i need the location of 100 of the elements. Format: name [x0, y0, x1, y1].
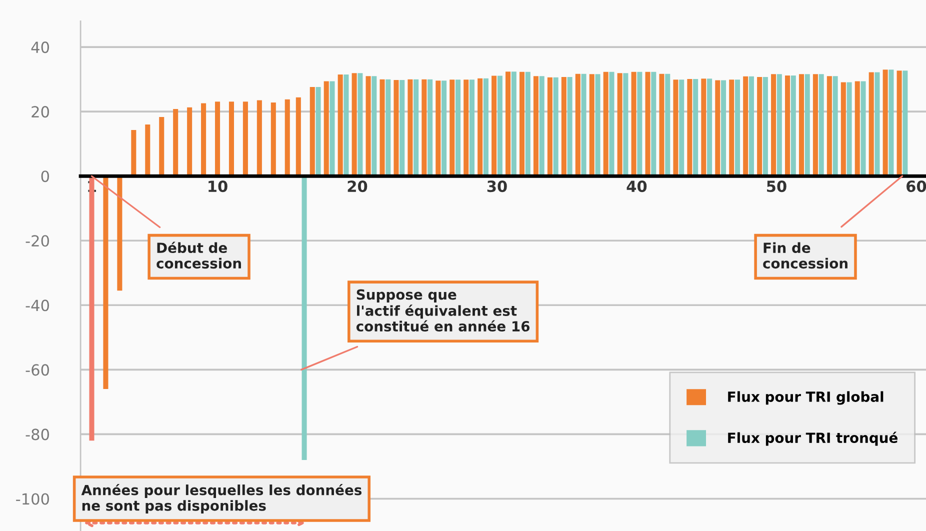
- bar: [450, 80, 455, 176]
- bar: [707, 78, 712, 176]
- bar: [380, 79, 385, 176]
- bar: [338, 74, 343, 176]
- x-tick-label: 40: [626, 180, 647, 192]
- bar: [743, 76, 748, 176]
- bar: [659, 74, 664, 176]
- bar: [888, 70, 894, 176]
- bar: [394, 80, 399, 176]
- bar: [386, 79, 391, 176]
- x-tick-label: 20: [348, 180, 368, 192]
- bar: [595, 74, 600, 176]
- bar: [497, 76, 502, 176]
- bar: [567, 77, 572, 176]
- annotation: Années pour lesquelles les données ne sont pas disponibles: [81, 484, 362, 514]
- bar: [414, 79, 419, 176]
- bar: [492, 76, 497, 176]
- bar: [812, 74, 818, 176]
- bar: [603, 72, 608, 176]
- bar: [310, 87, 315, 176]
- bar: [804, 74, 810, 176]
- bar: [854, 81, 860, 176]
- bar: [748, 76, 754, 176]
- bar: [798, 74, 804, 176]
- bar: [902, 70, 908, 176]
- bar: [400, 80, 405, 176]
- bar: [631, 72, 636, 176]
- bar: [757, 77, 762, 176]
- bar: [519, 72, 525, 176]
- bar: [324, 81, 329, 176]
- bar: [478, 78, 483, 176]
- bar: [734, 80, 740, 176]
- bar: [617, 73, 622, 176]
- bar: [840, 82, 846, 176]
- bar: [408, 79, 413, 176]
- bar: [483, 78, 488, 176]
- bar: [469, 80, 474, 176]
- bar: [533, 76, 538, 176]
- bar: [693, 78, 698, 176]
- y-tick-label: 20: [32, 106, 49, 118]
- bar: [296, 97, 301, 176]
- bar: [358, 73, 363, 176]
- bar: [302, 176, 307, 460]
- bar: [679, 80, 684, 176]
- bar: [553, 77, 558, 176]
- bar: [344, 74, 349, 176]
- bar: [637, 72, 642, 176]
- x-tick-label: 30: [487, 180, 507, 192]
- bar: [561, 77, 566, 176]
- bar: [372, 76, 377, 176]
- bar: [701, 78, 706, 176]
- y-tick-label: -80: [26, 428, 49, 440]
- bar: [316, 87, 321, 176]
- bar: [651, 72, 656, 176]
- bar: [428, 79, 433, 176]
- x-tick-label: 50: [767, 180, 786, 192]
- bar: [436, 80, 441, 176]
- y-tick-label: -100: [16, 493, 49, 505]
- bar: [442, 80, 447, 176]
- bar: [352, 73, 357, 176]
- bar: [609, 72, 614, 176]
- bar: [776, 74, 782, 176]
- bar: [771, 74, 776, 176]
- bar: [874, 72, 880, 176]
- bar: [762, 77, 768, 176]
- x-tick-label: 60: [906, 180, 926, 192]
- x-tick-label: 10: [208, 180, 228, 192]
- legend-label: Flux pour TRI global: [728, 391, 884, 405]
- bar: [790, 75, 796, 176]
- annotation: Fin de concession: [763, 242, 848, 269]
- bar: [860, 81, 866, 176]
- y-tick-label: -60: [26, 364, 49, 376]
- bar: [330, 81, 335, 176]
- bar: [832, 76, 838, 176]
- annotation: Suppose que l'actif équivalent est constitué en année 16: [356, 289, 530, 332]
- bar: [506, 72, 511, 176]
- bar: [455, 80, 461, 176]
- y-tick-label: -40: [26, 300, 49, 312]
- bar: [665, 74, 670, 176]
- bar: [868, 72, 874, 176]
- annotation: Début de concession: [156, 242, 241, 269]
- bar: [721, 80, 726, 176]
- bar: [511, 72, 516, 176]
- y-tick-label: 40: [31, 42, 49, 54]
- bar: [366, 76, 371, 176]
- bar: [785, 75, 790, 176]
- bar: [645, 72, 650, 176]
- bar: [539, 76, 544, 176]
- bar: [826, 76, 832, 176]
- bar: [673, 80, 678, 176]
- bar: [547, 77, 552, 176]
- bar: [422, 79, 427, 176]
- bar: [715, 80, 720, 176]
- y-tick-label: -20: [26, 235, 49, 247]
- legend-label: Flux pour TRI tronqué: [728, 432, 898, 446]
- y-tick-label: 0: [41, 170, 49, 182]
- bar: [896, 70, 902, 176]
- bar: [581, 74, 586, 176]
- bar: [464, 80, 469, 176]
- bar: [589, 74, 594, 176]
